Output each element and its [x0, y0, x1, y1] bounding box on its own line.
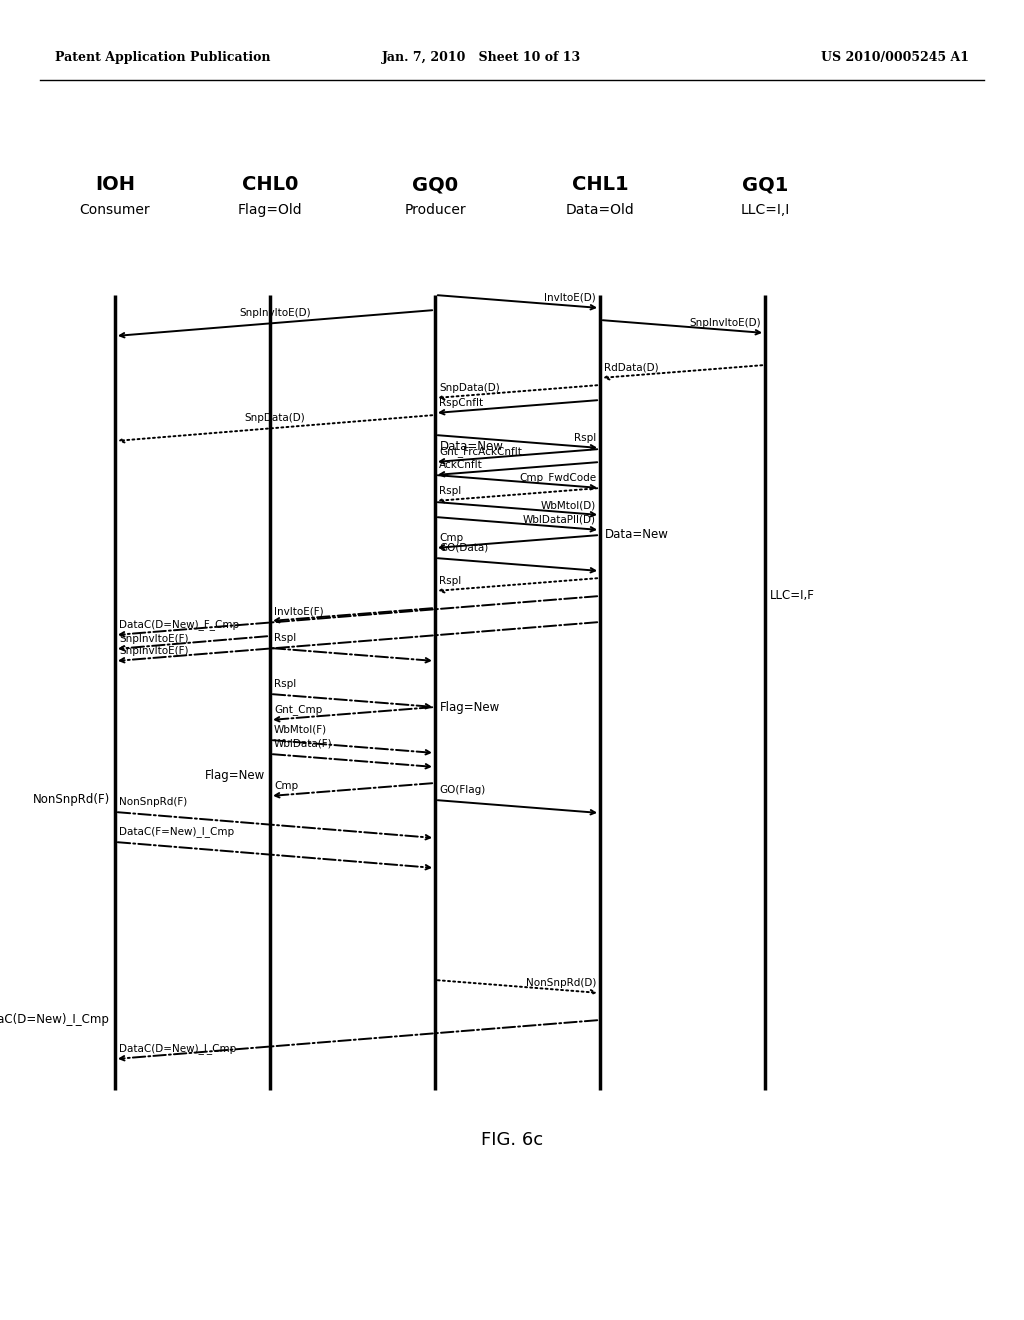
Text: Producer: Producer — [404, 203, 466, 216]
Text: NonSnpRd(D): NonSnpRd(D) — [525, 978, 596, 987]
Text: Flag=New: Flag=New — [205, 768, 265, 781]
Text: NonSnpRd(F): NonSnpRd(F) — [119, 797, 187, 807]
Text: LLC=I,I: LLC=I,I — [740, 203, 790, 216]
Text: SnpInvItoE(D): SnpInvItoE(D) — [240, 308, 311, 318]
Text: Rspl: Rspl — [274, 634, 296, 643]
Text: InvItoE(D): InvItoE(D) — [544, 293, 596, 304]
Text: RspI: RspI — [573, 433, 596, 444]
Text: WbMtoI(D): WbMtoI(D) — [541, 500, 596, 510]
Text: GO(Data): GO(Data) — [439, 543, 488, 553]
Text: SnpInvItoE(F): SnpInvItoE(F) — [119, 634, 188, 644]
Text: Data=Old: Data=Old — [565, 203, 635, 216]
Text: CHL1: CHL1 — [571, 176, 629, 194]
Text: Flag=Old: Flag=Old — [238, 203, 302, 216]
Text: AckCnflt: AckCnflt — [439, 459, 482, 470]
Text: DataC(D=New)_I_Cmp: DataC(D=New)_I_Cmp — [119, 1043, 237, 1053]
Text: Rspl: Rspl — [439, 486, 461, 496]
Text: Cmp: Cmp — [439, 533, 463, 543]
Text: Gnt_Cmp: Gnt_Cmp — [274, 704, 323, 715]
Text: IOH: IOH — [95, 176, 135, 194]
Text: Cmp_FwdCode: Cmp_FwdCode — [519, 473, 596, 483]
Text: Data=New: Data=New — [440, 440, 504, 453]
Text: US 2010/0005245 A1: US 2010/0005245 A1 — [821, 51, 969, 65]
Text: LLC=I,F: LLC=I,F — [770, 590, 815, 602]
Text: GO(Flag): GO(Flag) — [439, 785, 485, 795]
Text: SnpInvItoE(D): SnpInvItoE(D) — [689, 318, 761, 327]
Text: RspCnflt: RspCnflt — [439, 399, 483, 408]
Text: Rspl: Rspl — [274, 678, 296, 689]
Text: SnpData(D): SnpData(D) — [439, 383, 500, 393]
Text: Consumer: Consumer — [80, 203, 151, 216]
Text: Cmp: Cmp — [274, 781, 298, 791]
Text: DataC(F=New)_I_Cmp: DataC(F=New)_I_Cmp — [119, 826, 234, 837]
Text: GQ0: GQ0 — [412, 176, 458, 194]
Text: Gnt_FrcAckCnflt: Gnt_FrcAckCnflt — [439, 446, 522, 457]
Text: Patent Application Publication: Patent Application Publication — [55, 51, 270, 65]
Text: SnpInvItoE(F): SnpInvItoE(F) — [119, 645, 188, 656]
Text: WblDataPll(D): WblDataPll(D) — [523, 515, 596, 525]
Text: NonSnpRd(F): NonSnpRd(F) — [33, 793, 110, 807]
Text: WbMtoI(F): WbMtoI(F) — [274, 725, 327, 735]
Text: RdData(D): RdData(D) — [604, 363, 658, 374]
Text: FIG. 6c: FIG. 6c — [481, 1131, 543, 1148]
Text: CHL0: CHL0 — [242, 176, 298, 194]
Text: Rspl: Rspl — [439, 576, 461, 586]
Text: Jan. 7, 2010   Sheet 10 of 13: Jan. 7, 2010 Sheet 10 of 13 — [382, 51, 581, 65]
Text: GQ1: GQ1 — [741, 176, 788, 194]
Text: InvItoE(F): InvItoE(F) — [274, 606, 324, 616]
Text: WblData(F): WblData(F) — [274, 739, 333, 748]
Text: Data=New: Data=New — [605, 528, 669, 541]
Text: DataC(D=New)_F_Cmp: DataC(D=New)_F_Cmp — [119, 619, 240, 630]
Text: Flag=New: Flag=New — [440, 701, 501, 714]
Text: DataC(D=New)_I_Cmp: DataC(D=New)_I_Cmp — [0, 1014, 110, 1027]
Text: SnpData(D): SnpData(D) — [245, 413, 305, 422]
